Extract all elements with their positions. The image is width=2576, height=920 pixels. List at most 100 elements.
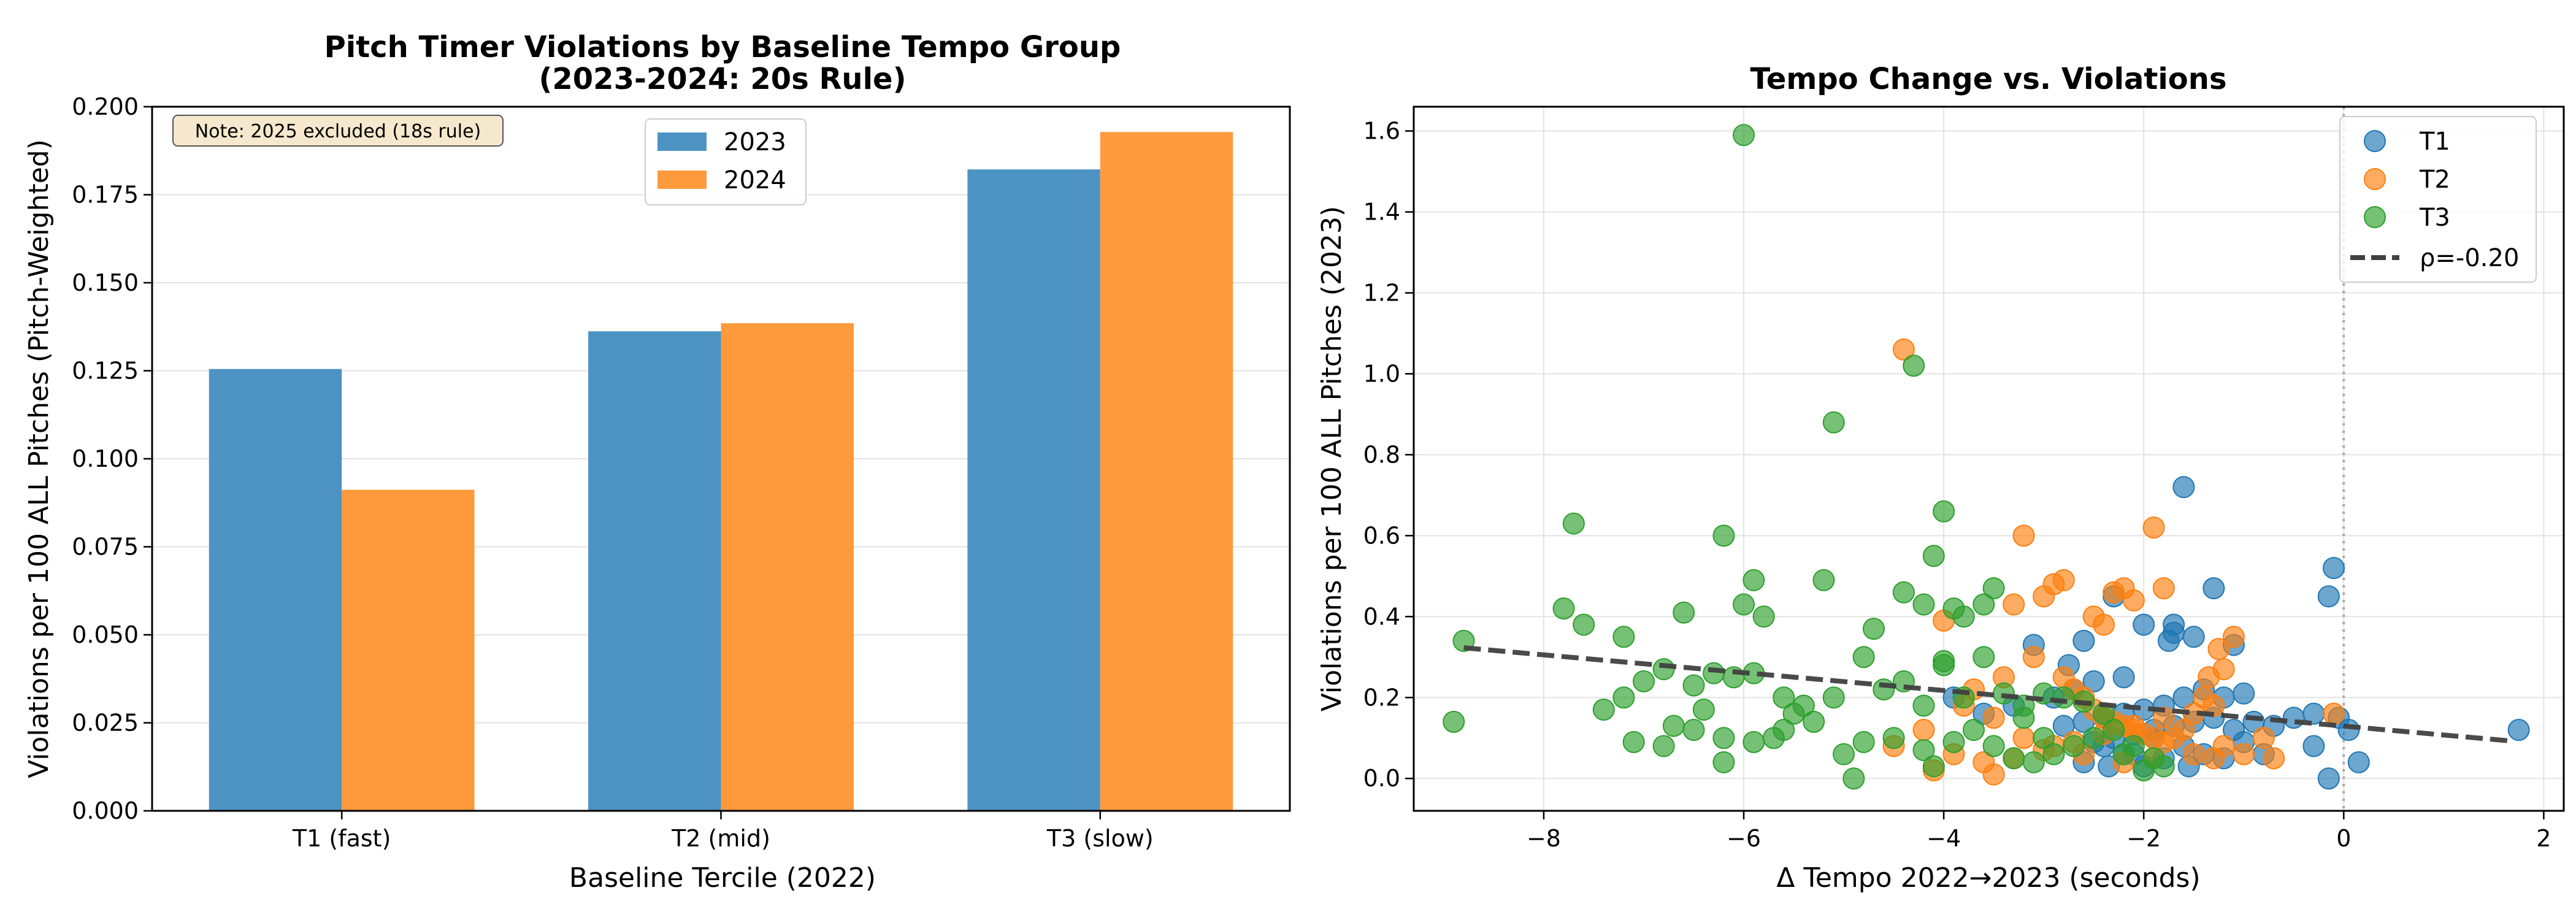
point-t3 <box>1652 658 1675 681</box>
bar-y-axis-label: Violations per 100 ALL Pitches (Pitch-We… <box>23 139 55 778</box>
point-t2 <box>2182 743 2205 765</box>
point-t2 <box>2003 593 2025 616</box>
point-t3 <box>1782 702 1805 725</box>
scatter-plot-frame <box>1413 105 2565 812</box>
point-t3 <box>1622 730 1645 753</box>
point-t3 <box>1982 735 2005 757</box>
bar-x-axis-label: Baseline Tercile (2022) <box>569 862 876 894</box>
point-t1 <box>2347 751 2370 773</box>
point-t3 <box>1972 646 1995 669</box>
legend-label-t1: T1 <box>2419 128 2450 156</box>
bar-series-group <box>209 132 1233 811</box>
trend-line <box>1463 645 2514 744</box>
scatter-x-axis-label: Δ Tempo 2022→2023 (seconds) <box>1776 862 2200 894</box>
point-t3 <box>2152 755 2175 778</box>
point-t3 <box>1912 694 1935 717</box>
point-t1 <box>2133 613 2155 636</box>
point-t3 <box>2033 727 2055 749</box>
point-t3 <box>1712 524 1735 547</box>
point-t3 <box>2082 727 2105 749</box>
point-t3 <box>1682 719 1705 742</box>
point-t2 <box>2252 727 2275 749</box>
point-t3 <box>1912 593 1935 616</box>
point-t3 <box>1952 605 1975 628</box>
point-t3 <box>1942 730 1965 753</box>
point-t3 <box>1803 710 1825 733</box>
point-t3 <box>2022 751 2045 773</box>
scatter-y-tick-label: 1.6 <box>1363 118 1400 145</box>
point-t1 <box>2323 557 2345 580</box>
point-t3 <box>1842 767 1865 790</box>
scatter-x-tick-label: 2 <box>2536 825 2551 852</box>
legend-swatch-2024 <box>657 171 707 189</box>
bar-annotation-box <box>172 115 504 147</box>
point-t2 <box>2022 646 2045 669</box>
point-t2 <box>2263 747 2285 770</box>
point-t1 <box>2112 666 2135 689</box>
point-t3 <box>1673 601 1695 624</box>
point-t3 <box>1922 755 1945 778</box>
point-t2 <box>2202 747 2225 770</box>
point-t3 <box>1682 674 1705 697</box>
scatter-x-tick-label: −6 <box>1727 825 1761 852</box>
scatter-y-tick-label: 0.0 <box>1363 765 1400 792</box>
point-t3 <box>1933 650 1955 672</box>
scatter-x-tick-label: −2 <box>2126 825 2161 852</box>
bar-y-tick-label: 0.050 <box>72 621 139 648</box>
point-t3 <box>1652 735 1675 757</box>
scatter-y-tick-label: 0.6 <box>1363 522 1400 549</box>
point-t2 <box>2222 626 2245 648</box>
point-t3 <box>1712 727 1735 749</box>
point-t3 <box>1863 618 1885 640</box>
point-t3 <box>1833 743 1855 765</box>
point-t3 <box>2052 686 2075 709</box>
scatter-chart: Tempo Change vs. Violations 0.0 0.2 0.4 0.6… <box>1316 62 2565 894</box>
bar-x-tick-label: T3 (slow) <box>1046 825 1154 852</box>
scatter-legend: T1 T2 T3 ρ=-0.20 <box>2339 116 2537 283</box>
legend-label-t3: T3 <box>2419 204 2450 232</box>
scatter-points <box>1443 124 2530 790</box>
bar-y-tick-label: 0.025 <box>72 710 139 737</box>
point-t2 <box>2207 638 2230 661</box>
point-t1 <box>2337 719 2360 742</box>
bar-chart: Pitch Timer Violations by Baseline Tempo… <box>23 30 1291 894</box>
point-t2 <box>1912 719 1935 742</box>
point-t3 <box>1573 613 1595 636</box>
scatter-chart-title: Tempo Change vs. Violations <box>1750 62 2226 96</box>
scatter-y-tick-label: 1.0 <box>1363 360 1400 387</box>
point-t1 <box>2317 585 2340 608</box>
bar-t1-fast-2024 <box>342 489 475 811</box>
bar-y-ticks: 0.000 0.025 0.050 0.075 0.100 0.125 0.150 0.175… <box>72 93 152 824</box>
legend-label-t2: T2 <box>2419 166 2450 194</box>
point-t2 <box>2172 719 2195 742</box>
bar-y-tick-label: 0.000 <box>72 797 139 824</box>
point-t2 <box>2012 524 2035 547</box>
point-t1 <box>2157 629 2180 652</box>
bar-y-tick-label: 0.150 <box>72 269 139 296</box>
point-t3 <box>1742 569 1765 591</box>
point-t2 <box>1982 707 2005 729</box>
scatter-y-tick-label: 0.8 <box>1363 441 1400 468</box>
point-t1 <box>2317 767 2340 790</box>
point-t3 <box>1612 626 1635 648</box>
bar-t3-slow-2024 <box>1100 132 1233 811</box>
point-t3 <box>1633 670 1655 692</box>
point-t1 <box>2233 682 2255 705</box>
bar-chart-title: Pitch Timer Violations by Baseline Tempo… <box>324 30 1121 64</box>
scatter-y-tick-label: 1.4 <box>1363 199 1400 226</box>
scatter-y-ticks: 0.0 0.2 0.4 0.6 0.8 1.0 1.2 1.4 1.6 <box>1363 118 1414 792</box>
point-t3 <box>1963 719 1985 742</box>
scatter-x-tick-label: −4 <box>1926 825 1961 852</box>
legend-marker-t2 <box>2364 168 2386 190</box>
point-t3 <box>1752 605 1775 628</box>
bar-y-tick-label: 0.200 <box>72 93 139 120</box>
bar-x-ticks: T1 (fast) T2 (mid) T3 (slow) <box>292 811 1154 852</box>
point-t2 <box>1982 763 2005 786</box>
point-t2 <box>2152 707 2175 729</box>
point-t3 <box>2133 759 2155 782</box>
point-t2 <box>2042 573 2065 596</box>
bar-y-tick-label: 0.100 <box>72 445 139 472</box>
scatter-y-tick-label: 1.2 <box>1363 279 1400 306</box>
bar-y-tick-label: 0.175 <box>72 182 139 209</box>
